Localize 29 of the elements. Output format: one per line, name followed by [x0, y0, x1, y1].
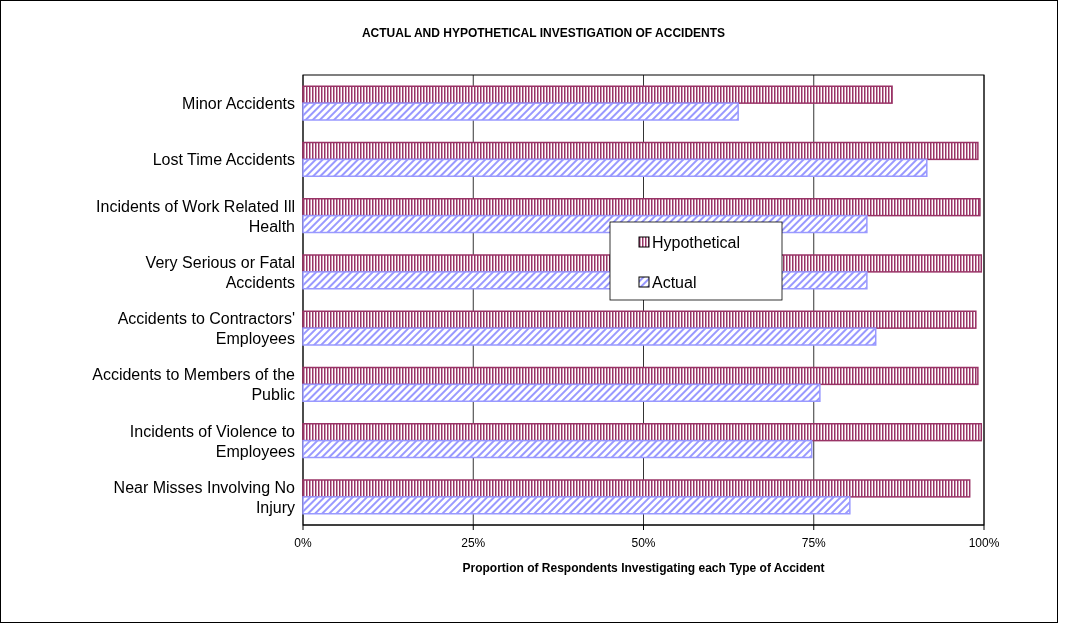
y-tick-label: Near Misses Involving No Injury [113, 478, 296, 516]
y-tick-label: Accidents to Contractors' Employees [117, 309, 295, 347]
x-axis-title: Proportion of Respondents Investigating each Type of Accident [462, 561, 825, 575]
y-tick-label: Lost Time Accidents [152, 150, 295, 168]
y-tick-label: Very Serious or Fatal Accidents [145, 253, 295, 291]
bar [302, 479, 971, 498]
bar [302, 158, 928, 177]
bar [302, 383, 821, 402]
x-tick-label: 0% [294, 536, 312, 550]
bar [302, 366, 979, 386]
y-tick-label: Incidents of Violence to Employees [129, 422, 296, 460]
y-tick-label: Accidents to Members of the Public [92, 365, 296, 403]
legend-label: Hypothetical [652, 233, 741, 251]
bar [302, 496, 851, 515]
legend-label: Actual [652, 273, 697, 291]
bar [302, 423, 983, 442]
bar [302, 85, 893, 104]
bar [302, 327, 877, 346]
x-tick-label: 100% [968, 536, 1000, 550]
bar [302, 439, 813, 459]
x-tick-label: 75% [801, 536, 827, 550]
bar [302, 141, 979, 161]
chart-title: ACTUAL AND HYPOTHETICAL INVESTIGATION OF ACCIDENTS [361, 26, 726, 40]
x-tick-label: 25% [461, 536, 486, 550]
y-tick-label: Incidents of Work Related Ill Health [96, 197, 295, 235]
x-tick-label: 50% [631, 536, 656, 550]
bar [302, 102, 739, 121]
y-tick-label: Minor Accidents [182, 94, 295, 112]
bar [302, 198, 981, 217]
